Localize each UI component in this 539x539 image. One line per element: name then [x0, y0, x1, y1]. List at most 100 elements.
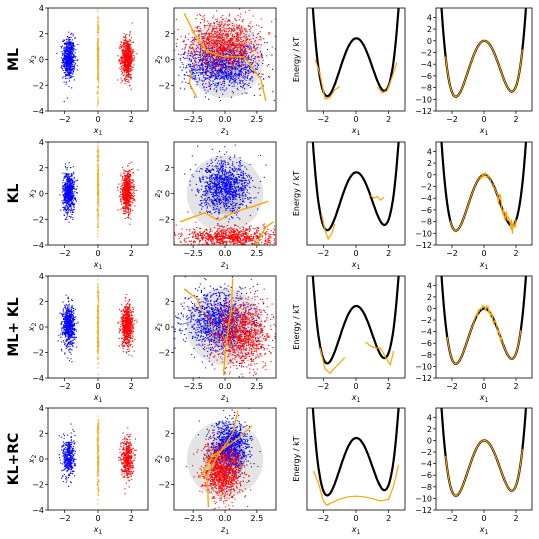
scatter-point [97, 165, 99, 167]
scatter-point [67, 443, 69, 445]
scatter-point [56, 52, 58, 54]
scatter-point [67, 336, 69, 339]
scatter-point [71, 327, 73, 329]
scatter-point [132, 195, 135, 197]
scatter-point [123, 66, 125, 68]
scatter-point [125, 192, 127, 194]
scatter-point [127, 182, 129, 184]
scatter-point [127, 189, 129, 191]
scatter-point [127, 71, 129, 73]
xspace-ytick-label: 2 [39, 298, 44, 307]
scatter-point [130, 182, 132, 184]
scatter-point [67, 327, 69, 330]
scatter-point [128, 44, 130, 46]
scatter-point [70, 317, 72, 319]
scatter-point [62, 317, 65, 319]
scatter-point [62, 321, 64, 323]
scatter-point [65, 323, 67, 325]
scatter-point [68, 448, 71, 450]
scatter-point [125, 323, 127, 325]
scatter-point [127, 312, 129, 314]
scatter-point [62, 324, 65, 326]
scatter-point [74, 465, 76, 467]
scatter-point [128, 321, 130, 323]
scatter-point [132, 334, 134, 336]
scatter-point [126, 64, 128, 66]
scatter-point [132, 326, 134, 329]
scatter-point [68, 196, 70, 198]
scatter-point [121, 313, 123, 315]
scatter-point [68, 60, 70, 62]
scatter-point [63, 81, 65, 83]
scatter-point [70, 167, 72, 169]
scatter-point [62, 59, 64, 62]
scatter-point [69, 58, 71, 60]
scatter-point [66, 340, 68, 342]
scatter-point [125, 211, 127, 213]
scatter-point [66, 195, 68, 197]
scatter-point [125, 66, 127, 68]
scatter-point [66, 60, 68, 62]
scatter-point [124, 332, 126, 335]
scatter-point [69, 461, 71, 463]
scatter-point [128, 193, 130, 196]
scatter-point [73, 336, 75, 338]
scatter-point [72, 455, 75, 457]
scatter-point [71, 458, 73, 461]
scatter-point [127, 41, 129, 43]
scatter-point [71, 58, 73, 60]
scatter-point [128, 299, 130, 301]
scatter-point [125, 186, 127, 188]
scatter-point [71, 186, 74, 188]
xspace-ytick-label: −2 [32, 349, 44, 358]
scatter-point [125, 45, 127, 47]
scatter-point [63, 42, 65, 45]
scatter-point [65, 202, 67, 204]
scatter-point [73, 325, 75, 327]
scatter-point [72, 185, 74, 187]
scatter-point [67, 38, 69, 40]
scatter-point [66, 209, 68, 211]
scatter-point [126, 190, 128, 193]
scatter-point [128, 53, 130, 55]
scatter-point [128, 354, 130, 356]
scatter-point [69, 338, 71, 340]
scatter-point [120, 82, 122, 84]
scatter-point [67, 47, 69, 50]
scatter-point [68, 176, 70, 178]
scatter-point [70, 209, 72, 211]
scatter-point [65, 294, 67, 296]
scatter-point [69, 180, 71, 182]
scatter-point [122, 62, 124, 64]
scatter-point [126, 48, 128, 51]
scatter-point [120, 188, 122, 190]
scatter-point [66, 190, 68, 192]
scatter-point [69, 60, 71, 62]
scatter-point [125, 182, 127, 184]
scatter-point [65, 326, 67, 328]
scatter-point [68, 449, 70, 451]
scatter-point [128, 332, 130, 334]
scatter-point [65, 185, 68, 187]
xspace-ytick-label: −4 [32, 241, 44, 250]
scatter-point [64, 331, 66, 333]
scatter-point [128, 62, 130, 64]
scatter-point [66, 64, 68, 66]
scatter-point [121, 45, 123, 47]
scatter-point [72, 451, 74, 453]
scatter-point [128, 189, 130, 191]
scatter-point [69, 323, 71, 325]
scatter-point [70, 432, 72, 434]
scatter-point [72, 467, 74, 469]
scatter-point [97, 179, 99, 181]
scatter-point [122, 179, 124, 181]
scatter-point [71, 315, 73, 317]
scatter-point [74, 198, 76, 200]
scatter-point [70, 175, 72, 177]
scatter-point [128, 182, 130, 184]
scatter-point [72, 336, 74, 338]
scatter-point [66, 189, 68, 191]
scatter-point [67, 207, 69, 209]
scatter-point [133, 186, 135, 188]
scatter-point [67, 322, 69, 324]
